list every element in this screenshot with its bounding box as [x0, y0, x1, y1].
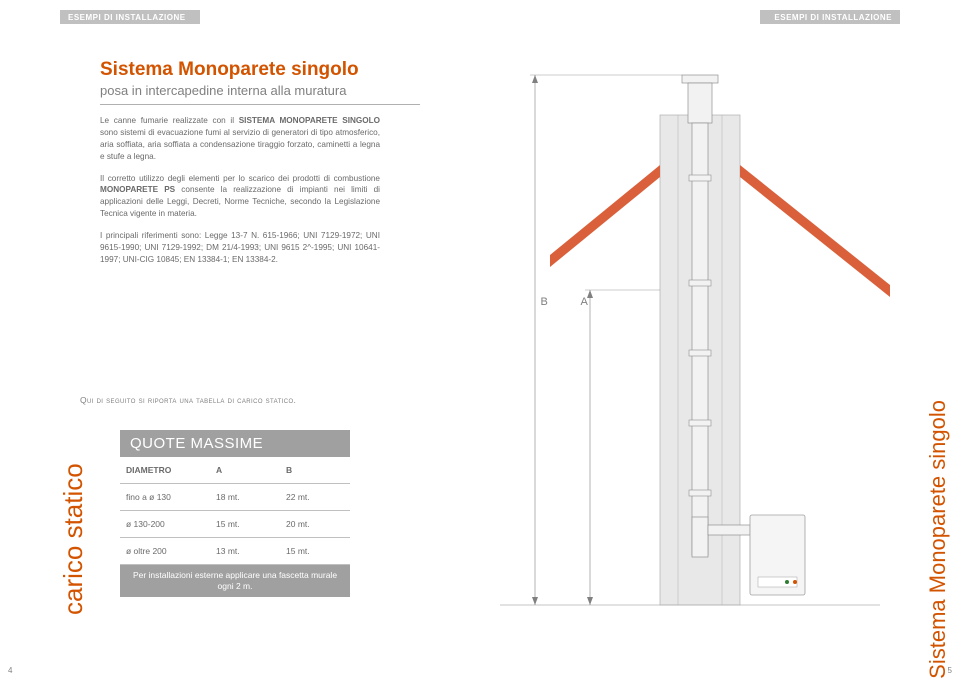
para-3: I principali riferimenti sono: Legge 13-…: [100, 230, 380, 266]
table-row: ø oltre 200 13 mt. 15 mt.: [120, 538, 350, 565]
p2b: MONOPARETE PS: [100, 185, 175, 194]
svg-text:A: A: [581, 296, 589, 308]
td: 15 mt.: [286, 546, 346, 556]
page-number-left: 4: [8, 666, 12, 675]
para-2: Il corretto utilizzo degli elementi per …: [100, 173, 380, 221]
td: 22 mt.: [286, 492, 346, 502]
title-divider: [100, 104, 420, 105]
td: 20 mt.: [286, 519, 346, 529]
td: 13 mt.: [216, 546, 286, 556]
svg-text:B: B: [541, 296, 548, 308]
table-row: fino a ø 130 18 mt. 22 mt.: [120, 484, 350, 511]
td: ø oltre 200: [126, 546, 216, 556]
p1a: Le canne fumarie realizzate con il: [100, 116, 239, 125]
table-row: ø 130-200 15 mt. 20 mt.: [120, 511, 350, 538]
page-number-right: 5: [948, 666, 952, 675]
th-b: B: [286, 465, 346, 475]
installation-diagram: BA: [440, 45, 900, 635]
side-label-right: Sistema Monoparete singolo: [925, 400, 951, 679]
td: fino a ø 130: [126, 492, 216, 502]
title-main: Sistema Monoparete singolo: [100, 60, 420, 81]
th-a: A: [216, 465, 286, 475]
header-right: ESEMPI DI INSTALLAZIONE: [760, 10, 900, 24]
title-block: Sistema Monoparete singolo posa in inter…: [100, 60, 420, 105]
td: 15 mt.: [216, 519, 286, 529]
table-title: QUOTE MASSIME: [120, 430, 350, 457]
p1c: sono sistemi di evacuazione fumi al serv…: [100, 128, 380, 161]
table-header-row: DIAMETRO A B: [120, 457, 350, 484]
th-diametro: DIAMETRO: [126, 465, 216, 475]
quote-table: QUOTE MASSIME DIAMETRO A B fino a ø 130 …: [120, 430, 350, 597]
p2a: Il corretto utilizzo degli elementi per …: [100, 174, 380, 183]
para-1: Le canne fumarie realizzate con il SISTE…: [100, 115, 380, 163]
p1b: SISTEMA MONOPARETE SINGOLO: [239, 116, 380, 125]
table-caption: Qui di seguito si riporta una tabella di…: [80, 395, 420, 405]
table-footer: Per installazioni esterne applicare una …: [120, 565, 350, 597]
td: ø 130-200: [126, 519, 216, 529]
side-label-left: carico statico: [58, 463, 89, 615]
body-text: Le canne fumarie realizzate con il SISTE…: [100, 115, 380, 276]
td: 18 mt.: [216, 492, 286, 502]
header-left: ESEMPI DI INSTALLAZIONE: [60, 10, 200, 24]
title-sub: posa in intercapedine interna alla murat…: [100, 83, 420, 98]
